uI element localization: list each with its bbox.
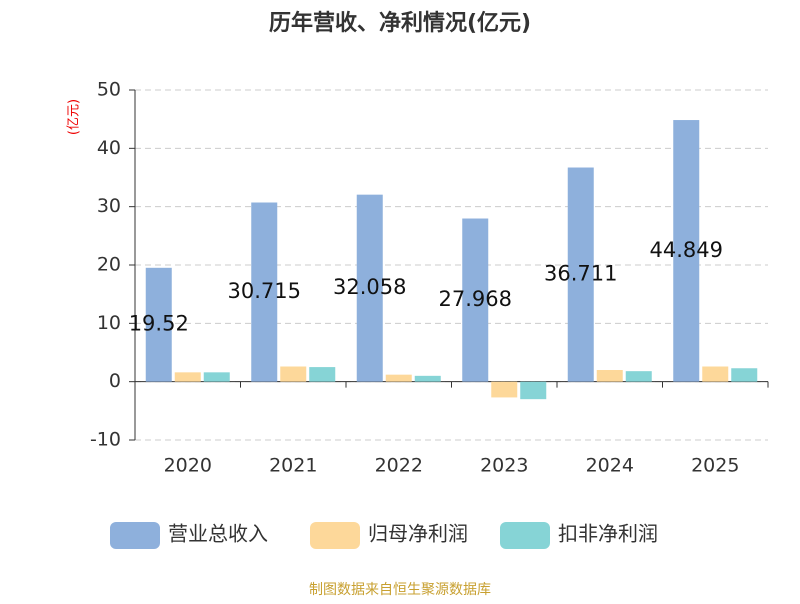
y-tick-label: -10 xyxy=(90,429,121,451)
bar xyxy=(673,120,700,382)
data-label: 30.715 xyxy=(228,279,301,303)
y-axis-label: (亿元) xyxy=(67,99,82,135)
bar xyxy=(567,167,594,382)
x-tick-label: 2025 xyxy=(691,455,739,477)
bar xyxy=(280,366,307,382)
bar xyxy=(203,372,230,382)
bar xyxy=(309,367,336,382)
bar xyxy=(174,372,201,382)
data-label: 32.058 xyxy=(333,275,406,299)
data-label: 44.849 xyxy=(650,238,723,262)
bar xyxy=(385,374,412,382)
legend-swatch xyxy=(500,522,550,549)
chart-title: 历年营收、净利情况(亿元) xyxy=(269,10,531,36)
data-label: 36.711 xyxy=(544,262,617,286)
bar xyxy=(520,381,547,400)
bar xyxy=(702,366,729,382)
bar xyxy=(596,370,623,382)
legend-label: 归母净利润 xyxy=(368,522,468,546)
legend-label: 扣非净利润 xyxy=(558,522,658,546)
x-tick-label: 2020 xyxy=(164,455,212,477)
y-tick-label: 0 xyxy=(109,370,121,392)
x-tick-label: 2024 xyxy=(586,455,634,477)
legend-swatch xyxy=(310,522,360,549)
source-note: 制图数据来自恒生聚源数据库 xyxy=(309,582,491,598)
bar xyxy=(145,267,172,382)
data-label: 19.52 xyxy=(129,312,189,336)
y-tick-label: 20 xyxy=(97,254,121,276)
bar xyxy=(462,218,489,382)
legend-swatch xyxy=(110,522,160,549)
x-tick-label: 2021 xyxy=(269,455,317,477)
bar xyxy=(491,381,518,398)
bar xyxy=(356,194,383,382)
data-label: 27.968 xyxy=(439,287,512,311)
legend-label: 营业总收入 xyxy=(168,522,268,546)
x-tick-label: 2022 xyxy=(375,455,423,477)
y-tick-label: 50 xyxy=(97,79,121,101)
bar xyxy=(731,368,758,382)
y-tick-label: 10 xyxy=(97,312,121,334)
y-tick-label: 30 xyxy=(97,195,121,217)
bar xyxy=(414,375,441,382)
bar xyxy=(251,202,278,382)
x-tick-label: 2023 xyxy=(480,455,528,477)
bar xyxy=(625,371,652,382)
y-tick-label: 40 xyxy=(97,137,121,159)
